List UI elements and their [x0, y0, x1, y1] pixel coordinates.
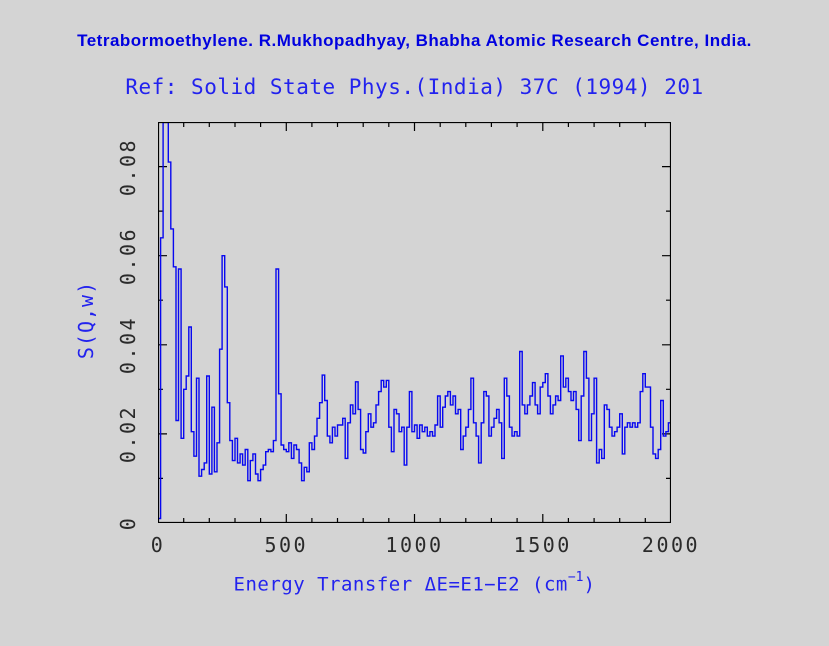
spectrum-line — [158, 122, 671, 523]
x-tick-label: 2000 — [641, 533, 701, 557]
spectrum-plot — [158, 122, 671, 523]
y-tick-label: 0.02 — [116, 404, 140, 463]
axis-frame — [158, 122, 671, 523]
x-axis-label-close: ) — [583, 573, 596, 596]
plot-title: Tetrabormoethylene. R.Mukhopadhyay, Bhab… — [77, 31, 752, 50]
tick-marks — [158, 122, 671, 523]
y-tick-label: 0 — [116, 515, 140, 531]
x-axis-label-superscript: −1 — [567, 570, 584, 585]
plot-subtitle: Ref: Solid State Phys.(India) 37C (1994)… — [125, 75, 704, 99]
x-tick-label: 500 — [264, 533, 309, 557]
x-axis-label-text: Energy Transfer ΔE=E1−E2 (cm — [233, 573, 568, 596]
y-tick-label: 0.04 — [116, 315, 140, 374]
x-axis-label: Energy Transfer ΔE=E1−E2 (cm−1) — [0, 570, 829, 596]
x-tick-label: 1000 — [385, 533, 444, 557]
y-axis-label: S(Q,w) — [74, 280, 98, 360]
y-tick-label: 0.06 — [116, 226, 140, 285]
x-tick-label: 0 — [150, 533, 166, 557]
y-tick-label: 0.08 — [116, 137, 140, 196]
x-tick-label: 1500 — [513, 533, 572, 557]
